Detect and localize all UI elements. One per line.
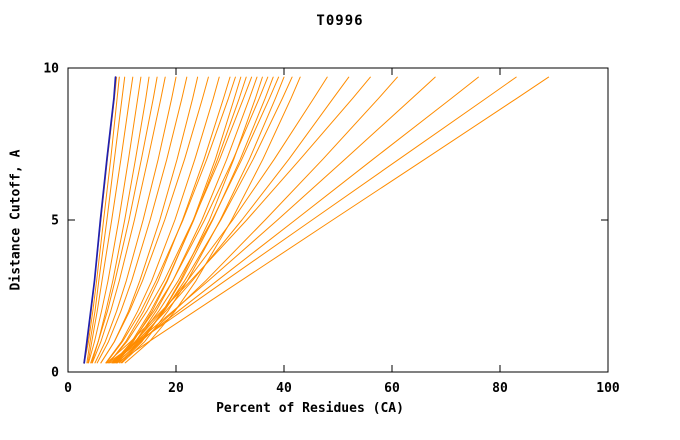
x-tick-label: 80: [492, 381, 508, 396]
model-line: [124, 76, 301, 364]
x-axis-label: Percent of Residues (CA): [216, 401, 404, 416]
x-tick-label: 0: [64, 381, 72, 396]
x-tick-label: 40: [276, 381, 292, 396]
x-tick-label: 100: [596, 381, 620, 396]
x-tick-label: 20: [168, 381, 184, 396]
y-tick-label: 0: [51, 366, 59, 381]
model-line: [107, 76, 517, 364]
model-line: [115, 76, 258, 364]
model-line: [111, 76, 328, 364]
model-line: [105, 76, 236, 364]
model-line: [108, 76, 231, 364]
model-line: [105, 76, 220, 364]
model-line: [90, 76, 158, 364]
model-line: [96, 76, 188, 364]
model-line: [106, 76, 371, 364]
model-line: [87, 76, 134, 364]
x-tick-label: 60: [384, 381, 400, 396]
model-line: [112, 76, 350, 364]
model-line: [94, 76, 177, 364]
model-line: [83, 76, 120, 364]
model-line: [86, 76, 126, 364]
model-line: [91, 76, 166, 364]
highlighted-model-line: [83, 76, 117, 364]
y-tick-label: 5: [51, 214, 59, 229]
model-line: [116, 76, 550, 364]
y-tick-label: 10: [43, 62, 59, 77]
model-line: [108, 76, 253, 364]
model-line: [109, 76, 436, 364]
chart-title: T0996: [316, 13, 364, 29]
model-line: [100, 76, 209, 364]
model-line: [88, 76, 142, 364]
model-line: [118, 76, 274, 364]
model-line: [112, 76, 247, 364]
model-line: [121, 76, 285, 364]
model-line: [114, 76, 280, 364]
